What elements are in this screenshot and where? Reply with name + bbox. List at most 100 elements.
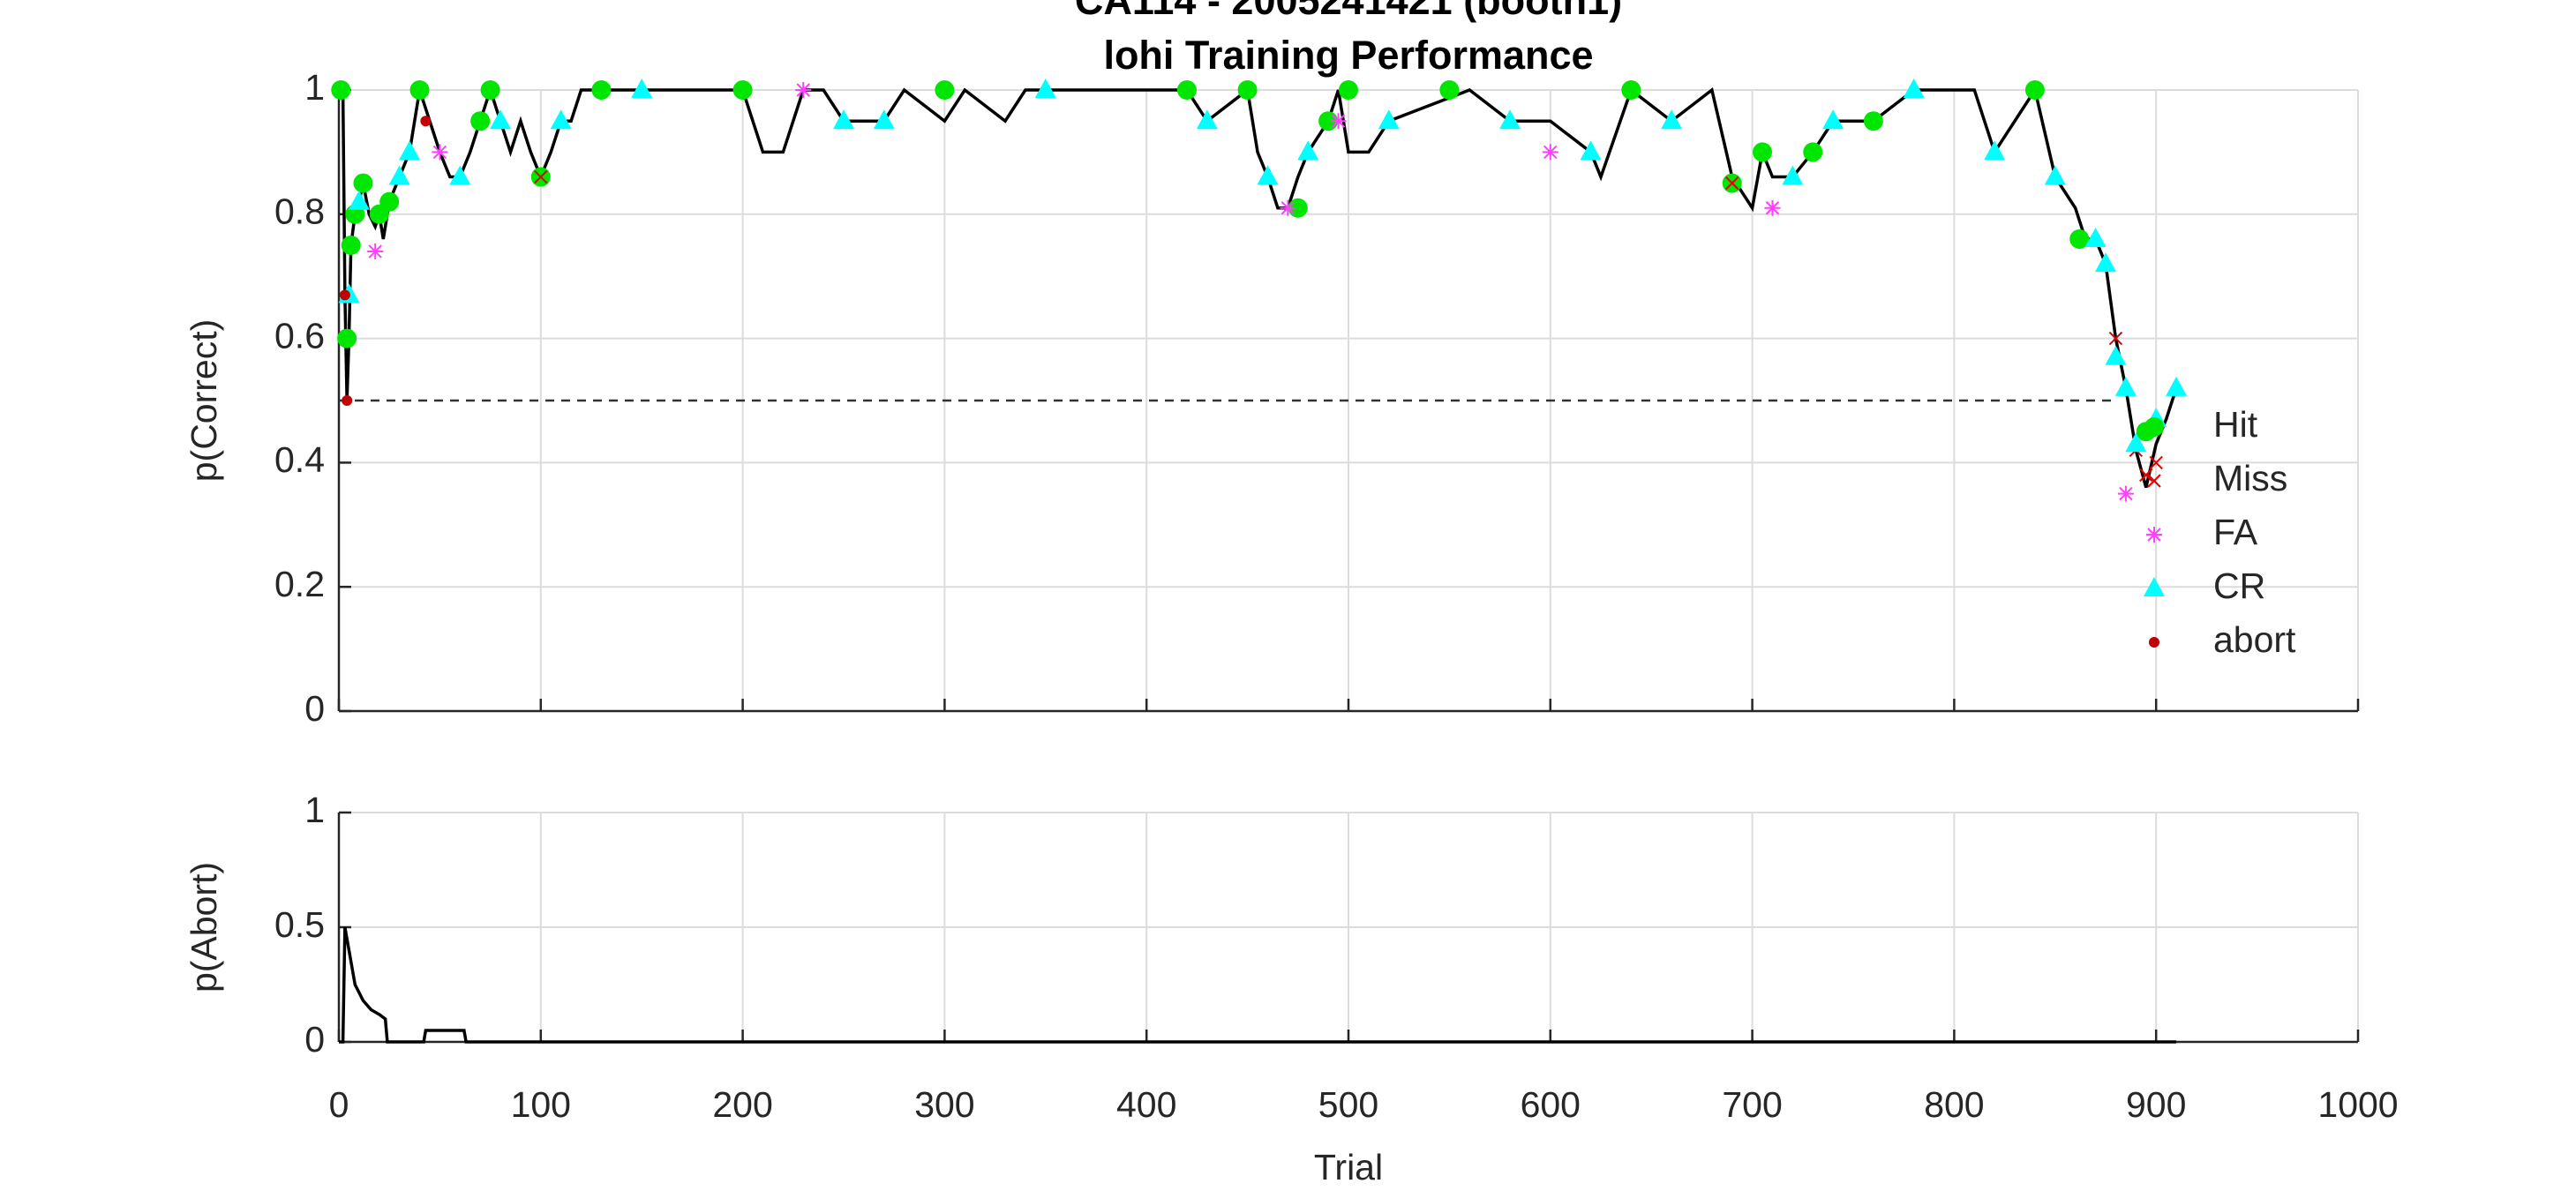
legend-label: FA xyxy=(2213,512,2258,552)
cr-marker xyxy=(833,109,854,130)
abort-marker xyxy=(342,395,353,406)
hit-marker xyxy=(337,328,357,348)
cr-marker xyxy=(631,79,653,98)
y-tick-label: 0.4 xyxy=(274,439,325,480)
legend-marker xyxy=(2144,417,2164,437)
y-tick-label: 0.6 xyxy=(274,315,325,356)
hit-marker xyxy=(732,80,753,100)
abort-marker xyxy=(420,116,432,127)
hit-marker xyxy=(470,111,491,131)
y-tick-label: 0.5 xyxy=(274,904,325,945)
x-tick-label: 500 xyxy=(1318,1084,1378,1125)
cr-marker xyxy=(1984,140,2006,161)
x-tick-label: 0 xyxy=(329,1084,349,1125)
hit-marker xyxy=(331,80,351,100)
cr-marker xyxy=(1297,140,1319,161)
y-axis-label: p(Correct) xyxy=(184,319,224,483)
x-tick-label: 900 xyxy=(2126,1084,2186,1125)
hit-marker xyxy=(379,191,400,212)
cr-marker xyxy=(2105,345,2127,365)
cr-marker xyxy=(490,109,512,130)
x-tick-label: 100 xyxy=(511,1084,571,1125)
cr-marker xyxy=(1196,109,1218,130)
cr-marker xyxy=(1378,109,1400,130)
cr-marker xyxy=(2095,252,2116,273)
x-tick-label: 300 xyxy=(914,1084,974,1125)
fa-marker xyxy=(2117,485,2134,502)
cr-marker xyxy=(1782,165,1804,185)
data-line xyxy=(339,926,2177,1044)
cr-marker xyxy=(873,109,895,130)
legend-label: abort xyxy=(2213,619,2296,660)
fa-marker xyxy=(795,82,812,98)
y-tick-label: 1 xyxy=(304,790,325,830)
hit-marker xyxy=(1803,142,1823,162)
y-tick-label: 0.8 xyxy=(274,191,325,232)
legend-marker xyxy=(2144,577,2165,596)
hit-marker xyxy=(409,80,430,100)
legend-marker xyxy=(2147,474,2161,488)
cr-marker xyxy=(449,165,471,185)
hit-marker xyxy=(1863,111,1883,131)
hit-marker xyxy=(1176,80,1197,100)
cr-marker xyxy=(1903,79,1925,98)
miss-marker xyxy=(2139,468,2153,483)
hit-marker xyxy=(1621,80,1641,100)
cr-marker xyxy=(399,140,421,161)
miss-marker xyxy=(534,169,548,184)
hit-marker xyxy=(2069,228,2090,249)
cr-marker xyxy=(1499,109,1521,130)
hit-marker xyxy=(480,80,500,100)
abort-marker xyxy=(339,289,350,301)
x-tick-label: 700 xyxy=(1722,1084,1782,1125)
cr-marker xyxy=(1034,79,1056,98)
cr-marker xyxy=(1661,109,1683,130)
hit-marker xyxy=(341,236,361,255)
cr-marker xyxy=(2114,376,2137,396)
x-tick-label: 800 xyxy=(1924,1084,1984,1125)
cr-marker xyxy=(1822,109,1844,130)
fa-marker xyxy=(1764,199,1781,216)
legend-marker xyxy=(2146,527,2162,543)
miss-marker xyxy=(2149,455,2163,470)
hit-marker xyxy=(2024,80,2045,100)
chart-title: CA114 - 2005241421 (booth1) xyxy=(1075,0,1622,23)
y-axis-label: p(Abort) xyxy=(184,862,224,992)
x-tick-label: 1000 xyxy=(2317,1084,2398,1125)
x-tick-label: 600 xyxy=(1521,1084,1581,1125)
fa-marker xyxy=(367,243,384,260)
hit-marker xyxy=(1439,80,1460,100)
cr-marker xyxy=(2125,432,2147,453)
data-line xyxy=(341,85,2178,489)
cr-marker xyxy=(1580,140,1602,161)
miss-marker xyxy=(2108,331,2123,346)
x-tick-label: 400 xyxy=(1116,1084,1176,1125)
fa-marker xyxy=(1280,199,1296,216)
legend-label: Miss xyxy=(2213,458,2287,498)
fa-marker xyxy=(432,144,448,161)
cr-marker xyxy=(2166,376,2188,396)
hit-marker xyxy=(1753,142,1773,162)
fa-marker xyxy=(1542,144,1558,161)
cr-marker xyxy=(2044,165,2066,185)
hit-marker xyxy=(1339,80,1358,100)
legend-label: CR xyxy=(2213,566,2265,606)
cr-marker xyxy=(348,190,370,210)
y-tick-label: 0 xyxy=(304,688,325,729)
y-tick-label: 1 xyxy=(304,67,325,108)
hit-marker xyxy=(935,80,955,100)
fa-marker xyxy=(1330,113,1347,130)
hit-marker xyxy=(591,80,612,100)
legend-marker xyxy=(2149,637,2159,648)
cr-marker xyxy=(2084,227,2107,247)
hit-marker xyxy=(353,173,373,193)
cr-marker xyxy=(388,165,410,185)
hit-marker xyxy=(1237,80,1258,100)
legend-label: Hit xyxy=(2213,404,2258,445)
miss-marker xyxy=(1725,176,1739,191)
y-tick-label: 0 xyxy=(304,1019,325,1060)
x-axis-label: Trial xyxy=(1314,1147,1383,1187)
y-tick-label: 0.2 xyxy=(274,564,325,604)
cr-marker xyxy=(550,109,572,130)
